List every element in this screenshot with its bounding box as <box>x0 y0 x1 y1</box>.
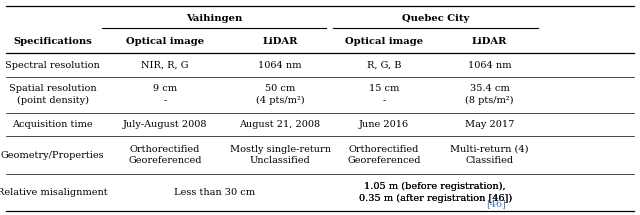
Text: Orthorectified
Georeferenced: Orthorectified Georeferenced <box>128 145 202 165</box>
Text: 1.05 m (before registration),
0.35 m (after registration [46]): 1.05 m (before registration), 0.35 m (af… <box>358 182 512 203</box>
Text: Spatial resolution
(point density): Spatial resolution (point density) <box>9 84 97 105</box>
Text: Optical image: Optical image <box>125 37 204 46</box>
Text: Specifications: Specifications <box>13 37 92 46</box>
Text: 1.05 m (before registration),
0.35 m (after registration [46]): 1.05 m (before registration), 0.35 m (af… <box>358 182 512 203</box>
Text: LiDAR: LiDAR <box>262 37 298 46</box>
Text: NIR, R, G: NIR, R, G <box>141 61 189 70</box>
Text: Optical image: Optical image <box>345 37 423 46</box>
Text: 15 cm
-: 15 cm - <box>369 84 399 105</box>
Text: Orthorectified
Georeferenced: Orthorectified Georeferenced <box>348 145 420 165</box>
Text: June 2016: June 2016 <box>359 120 409 129</box>
Text: May 2017: May 2017 <box>465 120 515 129</box>
Text: 9 cm
-: 9 cm - <box>153 84 177 105</box>
Text: Quebec City: Quebec City <box>401 14 469 23</box>
Text: R, G, B: R, G, B <box>367 61 401 70</box>
Text: Multi-return (4)
Classified: Multi-return (4) Classified <box>451 145 529 165</box>
Text: August 21, 2008: August 21, 2008 <box>239 120 321 129</box>
Text: [46]: [46] <box>486 199 506 208</box>
Text: Relative misalignment: Relative misalignment <box>0 188 108 197</box>
Text: LiDAR: LiDAR <box>472 37 508 46</box>
Text: Geometry/Properties: Geometry/Properties <box>1 150 104 160</box>
Text: Spectral resolution: Spectral resolution <box>5 61 100 70</box>
Text: Mostly single-return
Unclassified: Mostly single-return Unclassified <box>230 145 330 165</box>
Text: Vaihingen: Vaihingen <box>186 14 243 23</box>
Text: 50 cm
(4 pts/m²): 50 cm (4 pts/m²) <box>256 84 304 105</box>
Text: 1064 nm: 1064 nm <box>259 61 301 70</box>
Text: July-August 2008: July-August 2008 <box>122 120 207 129</box>
Text: 1064 nm: 1064 nm <box>468 61 511 70</box>
Text: Less than 30 cm: Less than 30 cm <box>174 188 255 197</box>
Text: Acquisition time: Acquisition time <box>13 120 93 129</box>
Text: 35.4 cm
(8 pts/m²): 35.4 cm (8 pts/m²) <box>465 84 514 105</box>
